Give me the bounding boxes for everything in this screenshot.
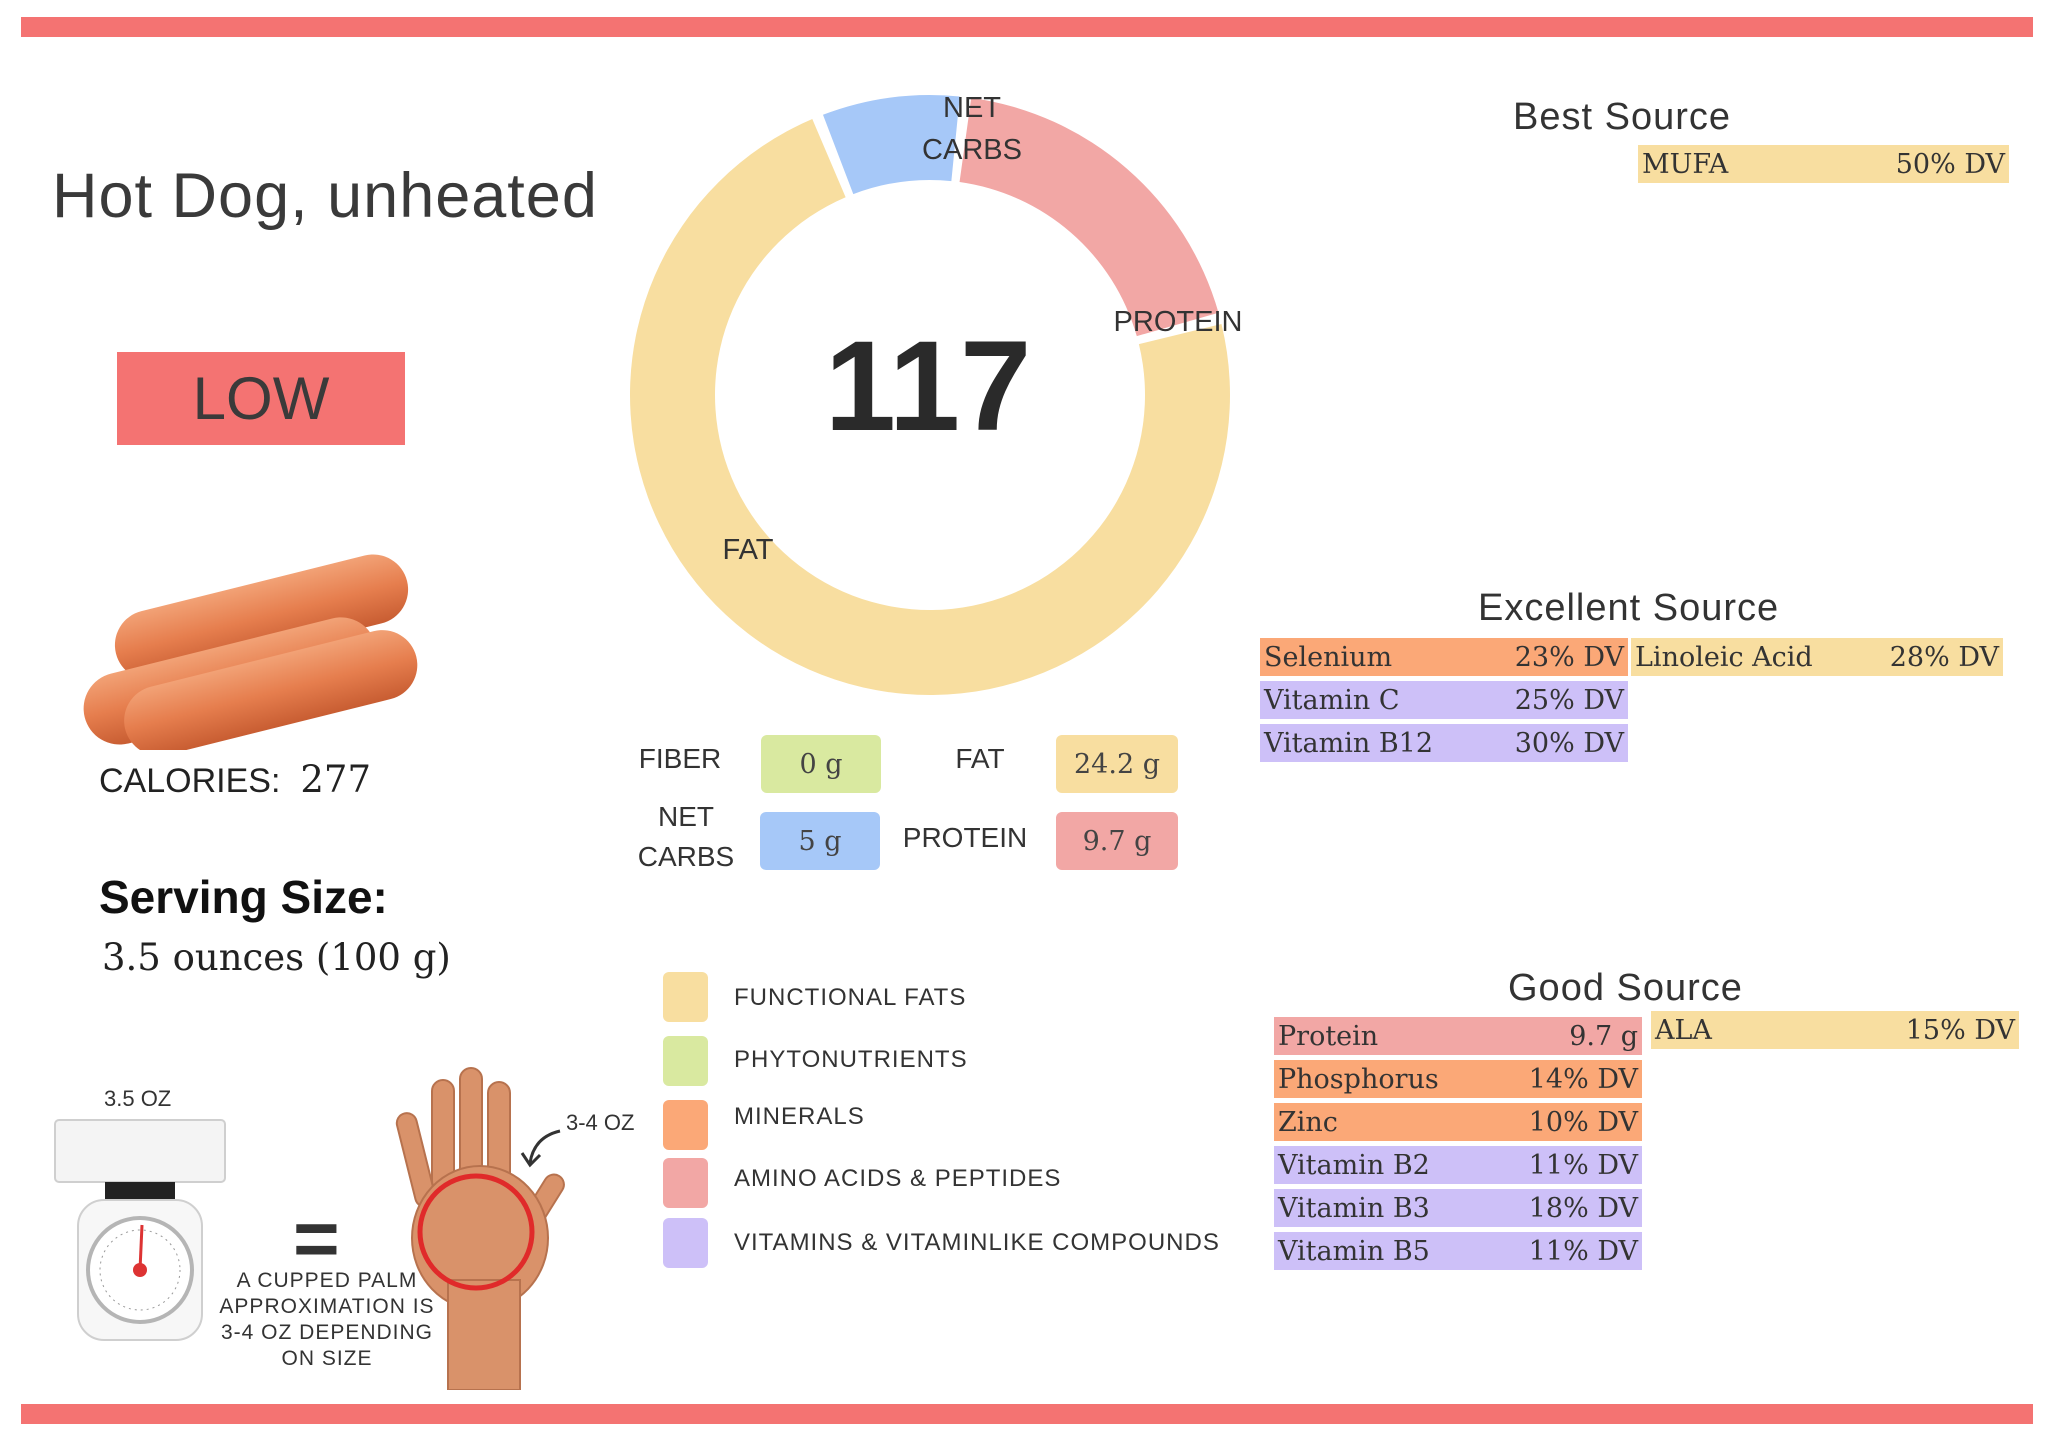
calories-value: 277 (300, 758, 372, 801)
nutrient-name: Phosphorus (1278, 1063, 1439, 1095)
donut-label-net-carbs: NET (943, 92, 1001, 124)
nutrient-name: Selenium (1264, 641, 1393, 673)
nutrient-name: Linoleic Acid (1635, 641, 1813, 673)
nutrient-value: 30% DV (1514, 727, 1624, 759)
net-carbs-label-line: NET (658, 801, 714, 832)
legend-label: MINERALS (734, 1103, 865, 1130)
kitchen-scale-icon (54, 1119, 226, 1341)
nutrient-row-vitamin-b3: Vitamin B3 18% DV (1274, 1189, 1642, 1227)
donut-label-net-carbs: CARBS (922, 134, 1022, 166)
serving-size-value: 3.5 ounces (100 g) (102, 936, 451, 979)
nutrient-value: 14% DV (1528, 1063, 1638, 1095)
cupped-palm-icon (395, 1067, 565, 1390)
nutrient-name: Protein (1278, 1020, 1379, 1052)
nutrient-value: 9.7 g (1569, 1020, 1638, 1052)
nutrient-name: MUFA (1642, 148, 1729, 180)
nutrient-row-zinc: Zinc 10% DV (1274, 1103, 1642, 1141)
palm-note-line: ON SIZE (281, 1347, 373, 1370)
nutrient-value: 18% DV (1528, 1192, 1638, 1224)
nutrient-value: 11% DV (1528, 1235, 1638, 1267)
nutrient-value: 23% DV (1514, 641, 1624, 673)
palm-note-line: 3-4 OZ DEPENDING (220, 1321, 434, 1344)
fat-value: 24.2 g (1056, 735, 1178, 793)
nutrient-value: 11% DV (1528, 1149, 1638, 1181)
net-carbs-value: 5 g (760, 812, 880, 870)
nutrient-row-ala: ALA 15% DV (1651, 1011, 2019, 1049)
nutrient-value: 25% DV (1514, 684, 1624, 716)
nutrient-row-vitamin-b2: Vitamin B2 11% DV (1274, 1146, 1642, 1184)
fat-label: FAT (955, 743, 1005, 774)
legend-label: FUNCTIONAL FATS (734, 984, 967, 1011)
nutrient-name: Zinc (1278, 1106, 1338, 1138)
palm-note: A CUPPED PALM APPROXIMATION IS 3-4 OZ DE… (212, 1268, 442, 1372)
fiber-value: 0 g (761, 735, 881, 793)
legend-swatch (663, 972, 708, 1022)
calorie-donut-chart: 117 NET CARBS PROTEIN FAT (630, 92, 1243, 696)
nutrient-name: Vitamin B5 (1278, 1235, 1430, 1267)
serving-size-label: Serving Size: (99, 871, 388, 923)
nutrient-value: 50% DV (1895, 148, 2005, 180)
protein-value: 9.7 g (1056, 812, 1178, 870)
nutrient-name: Vitamin B12 (1264, 727, 1434, 759)
donut-label-fat: FAT (722, 534, 773, 566)
nutrient-value: 10% DV (1528, 1106, 1638, 1138)
excellent-source-heading: Excellent Source (1478, 587, 1780, 629)
bottom-accent-bar (21, 1404, 2033, 1424)
nutrient-row-linoleic-acid: Linoleic Acid 28% DV (1631, 638, 2003, 676)
curved-arrow-icon (520, 1129, 561, 1168)
legend-label: AMINO ACIDS & PEPTIDES (734, 1165, 1062, 1192)
rating-badge: LOW (117, 352, 405, 445)
good-source-heading: Good Source (1508, 967, 1743, 1009)
hot-dog-image (83, 554, 418, 750)
palm-note-line: APPROXIMATION IS (219, 1295, 435, 1318)
fiber-label: FIBER (638, 743, 722, 774)
legend-label: PHYTONUTRIENTS (734, 1046, 968, 1073)
protein-label: PROTEIN (902, 822, 1028, 853)
legend-swatch (663, 1100, 708, 1150)
nutrient-row-phosphorus: Phosphorus 14% DV (1274, 1060, 1642, 1098)
nutrient-name: Vitamin B2 (1278, 1149, 1430, 1181)
calories-label: CALORIES: (99, 762, 281, 800)
calories-line: CALORIES: 277 (99, 758, 371, 801)
donut-segment-fat (630, 119, 1230, 696)
nutrient-value: 28% DV (1889, 641, 1999, 673)
legend-swatch (663, 1218, 708, 1268)
nutrient-row-vitamin-b5: Vitamin B5 11% DV (1274, 1232, 1642, 1270)
donut-segment-protein (959, 97, 1219, 337)
nutrient-row-vitamin-b12: Vitamin B12 30% DV (1260, 724, 1628, 762)
nutrient-name: ALA (1655, 1014, 1712, 1046)
scale-weight-label: 3.5 OZ (104, 1086, 172, 1111)
net-carbs-label: NET CARBS (626, 797, 746, 877)
legend-swatch (663, 1036, 708, 1086)
nutrient-row-protein: Protein 9.7 g (1274, 1017, 1642, 1055)
top-accent-bar (21, 17, 2033, 37)
donut-center-value: 117 (825, 315, 1032, 458)
net-carbs-label-line: CARBS (637, 841, 735, 872)
legend-label: VITAMINS & VITAMINLIKE COMPOUNDS (734, 1229, 1220, 1256)
nutrient-row-mufa: MUFA 50% DV (1638, 145, 2009, 183)
equals-sign: = (293, 1194, 340, 1283)
nutrient-name: Vitamin C (1264, 684, 1400, 716)
donut-segment-net-carbs (822, 95, 960, 195)
nutrient-value: 15% DV (1905, 1014, 2015, 1046)
nutrient-row-selenium: Selenium 23% DV (1260, 638, 1628, 676)
palm-note-line: A CUPPED PALM (236, 1269, 418, 1292)
best-source-heading: Best Source (1513, 96, 1731, 138)
legend-swatch (663, 1158, 708, 1208)
nutrient-row-vitamin-c: Vitamin C 25% DV (1260, 681, 1628, 719)
palm-weight-label: 3-4 OZ (566, 1110, 635, 1135)
food-title: Hot Dog, unheated (52, 161, 598, 231)
nutrient-name: Vitamin B3 (1278, 1192, 1430, 1224)
donut-label-protein: PROTEIN (1114, 306, 1243, 338)
